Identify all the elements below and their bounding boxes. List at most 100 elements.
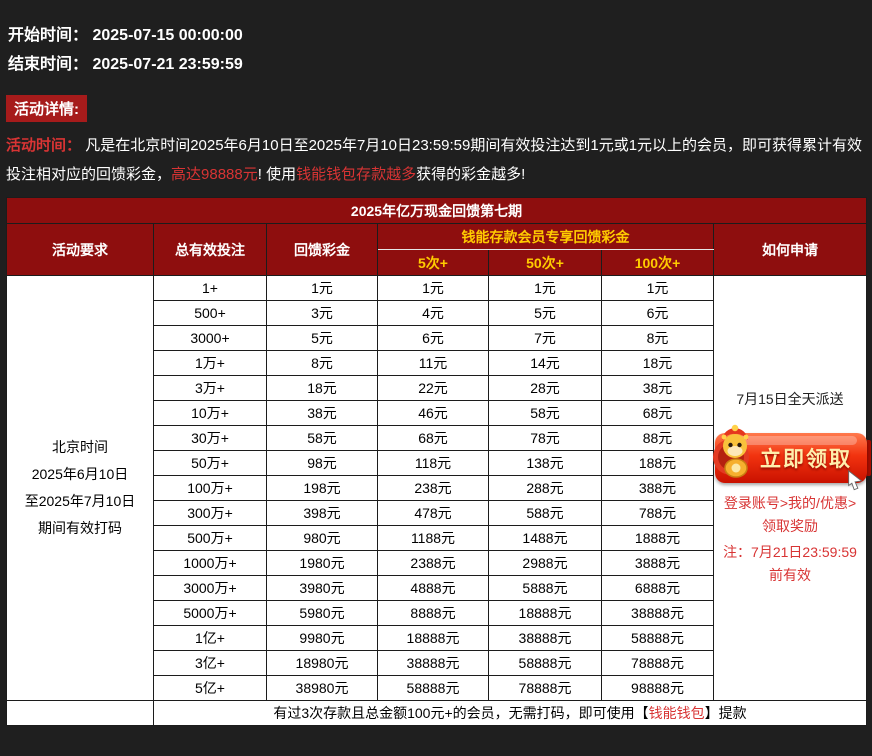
table-cell: 58元: [488, 400, 602, 426]
footer-text-2: 】提款: [704, 705, 747, 721]
table-row: 1亿+ 9980元 18888元 38888元 58888元: [7, 625, 867, 651]
header-row-2: 5次+ 50次+ 100次+: [7, 249, 867, 276]
table-cell: 198元: [266, 475, 378, 501]
table-row: 3亿+ 18980元 38888元 58888元 78888元: [7, 650, 867, 676]
table-cell: 118元: [377, 450, 489, 476]
claim-button-label: 立即领取: [760, 448, 852, 471]
table-cell: 4元: [377, 300, 489, 326]
activity-description: 活动时间： 凡是在北京时间2025年6月10日至2025年7月10日23:59:…: [6, 131, 866, 189]
cursor-icon: [848, 469, 863, 491]
table-cell: 28元: [488, 375, 602, 401]
table-row: 10万+ 38元 46元 58元 68元: [7, 400, 867, 426]
table-cell: 288元: [488, 475, 602, 501]
table-cell: 50万+: [153, 450, 267, 476]
col-header-rebate: 回馈彩金: [266, 223, 378, 276]
table-cell: 18元: [601, 350, 714, 376]
table-cell: 1元: [266, 275, 378, 301]
table-cell: 98元: [266, 450, 378, 476]
col-header-tier-100: 100次+: [601, 249, 714, 276]
activity-time-label: 活动时间：: [6, 137, 82, 154]
table-cell: 1万+: [153, 350, 267, 376]
table-cell: 1+: [153, 275, 267, 301]
footer-red-cell: [6, 700, 154, 726]
table-cell: 18888元: [488, 600, 602, 626]
table-cell: 38980元: [266, 675, 378, 701]
apply-note: 注：7月21日23:59:59前有效: [723, 544, 857, 583]
table-cell: 1元: [377, 275, 489, 301]
table-cell: 478元: [377, 500, 489, 526]
table-cell: 4888元: [377, 575, 489, 601]
table-cell: 18元: [266, 375, 378, 401]
table-cell: 980元: [266, 525, 378, 551]
table-cell: 188元: [601, 450, 714, 476]
end-time-line: 结束时间： 2025-07-21 23:59:59: [8, 50, 243, 79]
col-header-tier-50: 50次+: [488, 249, 602, 276]
table-cell: 78888元: [601, 650, 714, 676]
table-row: 1000万+ 1980元 2388元 2988元 3888元: [7, 550, 867, 576]
footer-text-1: 有过3次存款且总金额100元+的会员，无需打码，即可使用【: [273, 705, 649, 721]
col-header-vip-group: 钱能存款会员专享回馈彩金: [377, 223, 714, 250]
table-cell: 1000万+: [153, 550, 267, 576]
table-cell: 5000万+: [153, 600, 267, 626]
col-header-tier-5: 5次+: [377, 249, 489, 276]
table-cell: 5980元: [266, 600, 378, 626]
table-cell: 88元: [601, 425, 714, 451]
claim-button[interactable]: 立即领取: [713, 424, 871, 491]
table-cell: 1亿+: [153, 625, 267, 651]
table-cell: 1188元: [377, 525, 489, 551]
footer-wallet-highlight: 钱能钱包: [648, 705, 705, 721]
details-badge: 活动详情:: [6, 95, 87, 122]
table-row: 1万+ 8元 11元 14元 18元: [7, 350, 867, 376]
table-cell: 38888元: [601, 600, 714, 626]
table-cell: 7元: [488, 325, 602, 351]
table-cell: 8888元: [377, 600, 489, 626]
table-cell: 1元: [488, 275, 602, 301]
start-time-label: 开始时间：: [8, 27, 89, 44]
description-text-2: ! 使用: [257, 166, 297, 183]
table-cell: 58元: [266, 425, 378, 451]
requirement-line: 北京时间: [52, 439, 108, 455]
table-cell: 18980元: [266, 650, 378, 676]
activity-details: 活动详情: 活动时间： 凡是在北京时间2025年6月10日至2025年7月10日…: [6, 95, 866, 189]
header-row-1: 活动要求 总有效投注 回馈彩金 钱能存款会员专享回馈彩金 如何申请: [6, 223, 867, 276]
table-row: 300万+ 398元 478元 588元 788元: [7, 500, 867, 526]
table-cell: 38元: [601, 375, 714, 401]
table-cell: 58888元: [601, 625, 714, 651]
footer-note: 有过3次存款且总金额100元+的会员，无需打码，即可使用【钱能钱包】提款: [153, 700, 867, 726]
rebate-table: 2025年亿万现金回馈第七期 活动要求 总有效投注 回馈彩金 钱能存款会员专享回…: [6, 197, 871, 726]
table-cell: 22元: [377, 375, 489, 401]
table-cell: 68元: [601, 400, 714, 426]
table-cell: 38元: [266, 400, 378, 426]
requirement-cell: 北京时间 2025年6月10日 至2025年7月10日 期间有效打码: [6, 275, 154, 701]
table-cell: 38888元: [488, 625, 602, 651]
col-header-requirement: 活动要求: [6, 223, 154, 276]
table-cell: 68元: [377, 425, 489, 451]
table-cell: 3980元: [266, 575, 378, 601]
table-cell: 8元: [266, 350, 378, 376]
footer-row: 有过3次存款且总金额100元+的会员，无需打码，即可使用【钱能钱包】提款: [6, 700, 867, 726]
table-cell: 6888元: [601, 575, 714, 601]
table-cell: 78888元: [488, 675, 602, 701]
table-cell: 3888元: [601, 550, 714, 576]
start-time-line: 开始时间： 2025-07-15 00:00:00: [8, 21, 243, 50]
start-time-value: 2025-07-15 00:00:00: [92, 27, 243, 44]
table-cell: 10万+: [153, 400, 267, 426]
table-cell: 1488元: [488, 525, 602, 551]
table-cell: 398元: [266, 500, 378, 526]
wallet-highlight: 钱能钱包存款越多: [296, 166, 417, 183]
table-cell: 788元: [601, 500, 714, 526]
table-row: 100万+ 198元 238元 288元 388元: [7, 475, 867, 501]
dispatch-date: 7月15日全天派送: [736, 391, 844, 407]
description-text-1: 凡是在北京时间2025年6月10日至2025年7月10日23:59:59期间有效…: [6, 137, 863, 183]
table-cell: 18888元: [377, 625, 489, 651]
col-header-total-bets: 总有效投注: [153, 223, 267, 276]
table-cell: 500万+: [153, 525, 267, 551]
table-cell: 1888元: [601, 525, 714, 551]
mascot-icon: [713, 424, 749, 478]
table-title: 2025年亿万现金回馈第七期: [6, 197, 867, 224]
table-cell: 3000万+: [153, 575, 267, 601]
max-bonus-highlight: 高达98888元: [171, 166, 258, 183]
apply-cell: 7月15日全天派送: [713, 275, 871, 701]
table-cell: 46元: [377, 400, 489, 426]
description-text-3: 获得的彩金越多!: [416, 166, 526, 183]
